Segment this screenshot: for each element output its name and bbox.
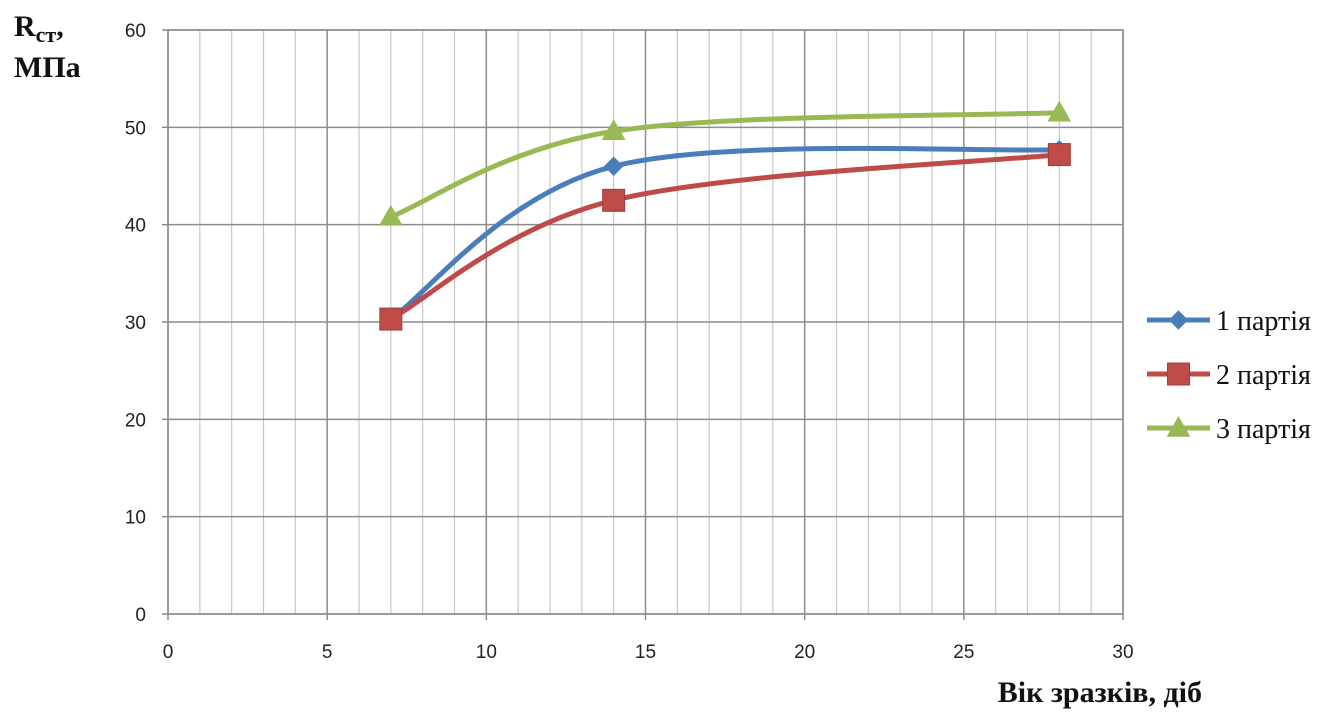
legend-item-1: 1 партія [1147,306,1311,337]
x-tick-label: 0 [163,642,174,663]
series-line-2 [388,152,1062,322]
y-axis-title: Rст, [14,10,64,47]
x-axis-title: Вік зразків, діб [998,676,1202,709]
series-line-3 [388,110,1062,220]
plot-area-frame [167,29,1124,615]
series-markers-2 [379,143,1071,331]
data-point-triangle [378,204,403,226]
legend-label: 3 партія [1216,414,1311,445]
series-1 [388,145,1062,322]
y-tick-label: 50 [125,118,146,139]
legend-marker-square [1167,362,1190,386]
series-layer [378,100,1072,331]
legend-item-2: 2 партія [1147,360,1311,391]
y-axis-title-main: R [14,10,36,43]
legend-label: 1 партія [1216,306,1311,337]
legend-marker-triangle [1166,415,1191,437]
x-tick-label: 25 [953,642,974,663]
y-tick-label: 20 [125,410,146,431]
data-point-square [1047,143,1071,167]
legend-marker-diamond [1168,310,1189,330]
y-tick-label: 10 [125,508,146,529]
x-tick-label: 10 [476,642,497,663]
major-gridlines [162,29,1124,620]
y-tick-label: 30 [125,313,146,334]
series-markers-3 [378,100,1072,226]
data-point-diamond [603,156,624,176]
y-tick-label: 60 [125,21,146,42]
x-tick-label: 30 [1112,642,1133,663]
series-line-1 [388,145,1062,322]
legend: 1 партія 2 партія 3 партія [1147,306,1311,445]
legend-item-3: 3 партія [1147,414,1311,445]
x-tick-label: 15 [635,642,656,663]
x-tick-label: 5 [322,642,333,663]
series-2 [388,152,1062,322]
x-tick-label: 20 [794,642,815,663]
x-axis-tick-labels: 0 5 10 15 20 25 30 [163,642,1134,663]
data-point-square [379,307,403,331]
y-tick-label: 0 [135,605,146,626]
data-point-square [602,188,626,212]
legend-label: 2 партія [1216,360,1311,391]
data-point-triangle [1047,100,1072,122]
y-axis-title-unit: МПа [14,51,81,84]
y-axis-tick-labels: 0 10 20 30 40 50 60 [125,21,146,626]
series-3 [388,110,1062,220]
y-axis-title-subscript: ст [36,22,57,47]
y-tick-label: 40 [125,216,146,237]
data-point-triangle [601,119,626,140]
y-axis-title-comma: , [56,10,64,43]
